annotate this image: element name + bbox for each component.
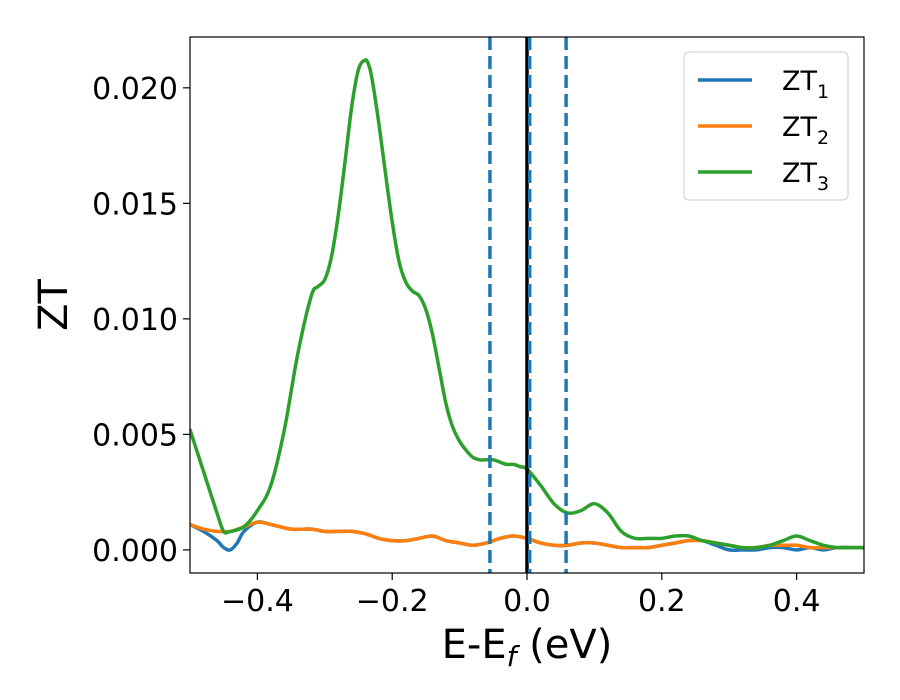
plot-area [190,37,864,573]
x-tick-label: −0.4 [221,584,294,619]
legend: ZT1 ZT2 ZT3 [683,51,849,201]
y-axis: 0.000 0.005 0.010 0.015 0.020 [92,72,190,569]
y-tick-label: 0.000 [92,534,178,569]
x-axis-title-unit: (eV) [516,622,612,668]
x-tick-label: 0.4 [773,584,821,619]
legend-label-zt3: ZT3 [782,158,829,195]
legend-box [683,51,849,201]
y-tick-label: 0.015 [92,187,178,222]
y-tick-label: 0.010 [92,303,178,338]
series-line-zt3 [190,58,864,550]
legend-label-zt2: ZT2 [782,112,829,149]
legend-label-zt1: ZT1 [782,66,829,103]
x-tick-label: 0.0 [503,584,551,619]
y-axis-title: ZT [31,279,77,331]
x-axis-title: E-Ef (eV) [442,622,613,673]
x-axis: −0.4 −0.2 0.0 0.2 0.4 [221,573,820,619]
x-tick-label: −0.2 [356,584,429,619]
y-tick-label: 0.005 [92,418,178,453]
y-tick-label: 0.020 [92,72,178,107]
x-tick-label: 0.2 [638,584,686,619]
